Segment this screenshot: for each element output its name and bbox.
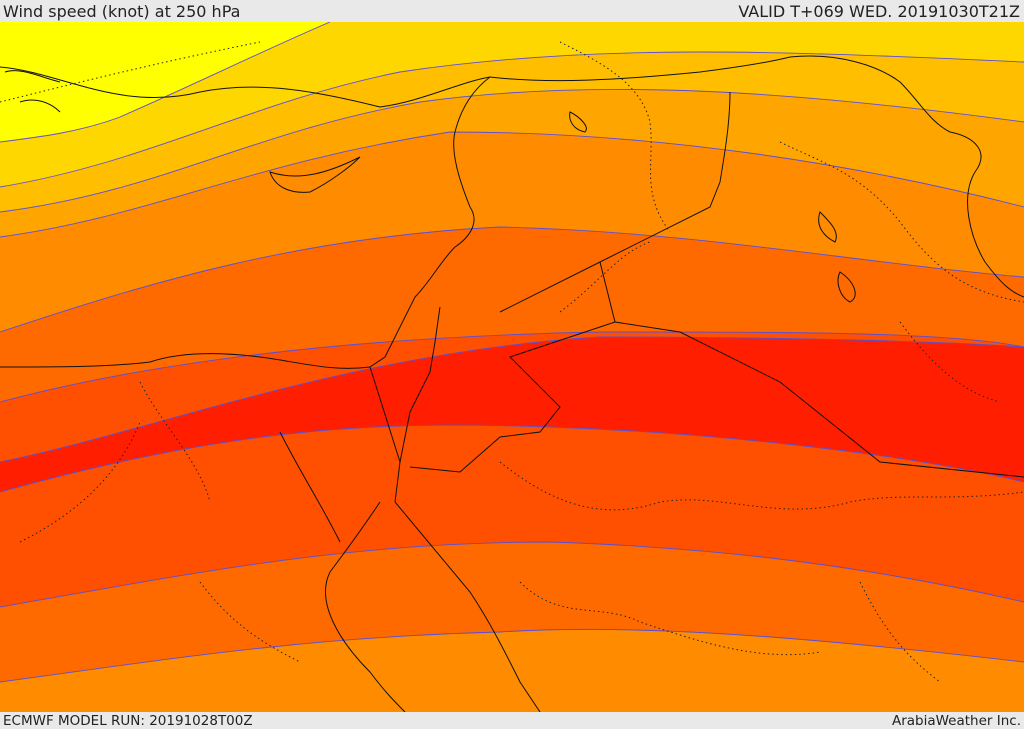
band-orange-lower <box>0 629 1024 712</box>
band-yellow <box>0 22 330 142</box>
map-svg <box>0 22 1024 712</box>
band-orange-red-lower <box>0 425 1024 607</box>
chart-title: Wind speed (knot) at 250 hPa <box>3 1 241 21</box>
model-run: ECMWF MODEL RUN: 20191028T00Z <box>3 712 253 729</box>
band-dark-orange-lower <box>0 542 1024 682</box>
header-bar: Wind speed (knot) at 250 hPa VALID T+069… <box>0 0 1024 22</box>
valid-time: VALID T+069 WED. 20191030T21Z <box>738 1 1020 21</box>
wind-speed-map <box>0 22 1024 712</box>
credit: ArabiaWeather Inc. <box>891 712 1021 729</box>
country-borders <box>0 55 1024 712</box>
contour-lines <box>0 22 1024 683</box>
footer-bar: ECMWF MODEL RUN: 20191028T00Z ArabiaWeat… <box>0 712 1024 729</box>
admin-borders <box>0 41 1024 683</box>
